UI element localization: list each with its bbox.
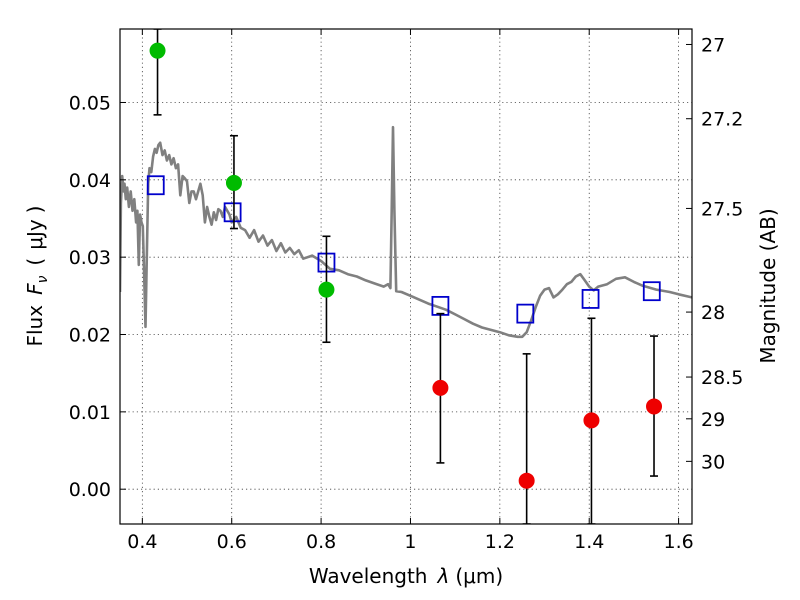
x-tick-label: 1 [404,531,416,553]
right-axis-tick-label: 27 [701,34,725,56]
right-axis-tick-label: 27.2 [701,109,743,131]
observed-flux-point [518,472,535,489]
right-axis-label: Magnitude (AB) [756,208,780,363]
x-tick-label: 0.8 [306,531,336,553]
observed-flux-point [432,379,449,396]
y-tick-label: 0.04 [69,170,111,192]
right-axis-tick-label: 30 [701,451,725,473]
right-axis-tick-label: 27.5 [701,198,743,220]
right-axis-tick-label: 28 [701,302,725,324]
y-tick-label: 0.03 [69,247,111,269]
observed-flux-point [225,174,242,191]
x-tick-label: 1.4 [574,531,604,553]
model-photometry-point [516,303,535,324]
x-tick-label: 0.6 [217,531,247,553]
model-photometry-point [146,175,165,196]
model-photometry-point [223,202,242,223]
axes: 0.4 0.6 0.8 1 1.2 1.4 1.6 0.00 0.01 0.02 0.03 0.04 0… [69,29,743,553]
x-tick-label: 1.6 [663,531,693,553]
y-axis-label: FluxFν(μJy) [23,205,51,346]
y-tick-label: 0.01 [69,402,111,424]
y-tick-label: 0.05 [69,92,111,114]
grid [120,29,692,524]
model-photometry-point [581,289,600,309]
x-tick-label: 0.4 [127,531,157,553]
right-axis-tick-label: 28.5 [701,367,743,389]
plot-frame [119,28,693,525]
y-tick-label: 0.00 [69,479,111,501]
model-spectrum-line [120,125,692,339]
observed-flux-point [318,281,335,298]
plot-area [120,29,692,524]
observed-flux-point [646,398,663,415]
model-photometry-point [642,281,661,302]
observed-flux-point [583,412,600,429]
x-tick-label: 1.2 [485,531,515,553]
x-axis-label: Wavelength λ (μm) [309,564,503,588]
right-axis-tick-label: 29 [701,409,725,431]
observed-flux-point [149,42,166,59]
y-tick-label: 0.02 [69,325,111,347]
